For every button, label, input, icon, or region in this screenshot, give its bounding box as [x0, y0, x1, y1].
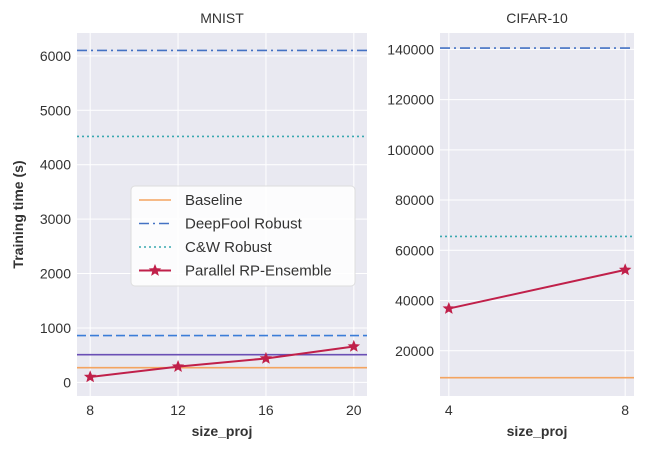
mnist-data-point — [171, 360, 185, 372]
mnist-y-tick-label: 4000 — [40, 157, 71, 173]
legend-star-marker — [148, 263, 162, 276]
mnist-data-point — [259, 351, 273, 364]
legend-label: Parallel RP-Ensemble — [185, 263, 332, 280]
mnist-y-tick-label: 0 — [63, 374, 71, 390]
legend-label: Baseline — [185, 192, 243, 209]
cifar10-y-tick-label: 20000 — [395, 343, 434, 359]
legend-box — [130, 185, 356, 287]
mnist-y-axis-label: Training time (s) — [10, 160, 26, 268]
mnist-series-line — [90, 345, 354, 378]
cifar10-x-tick-label: 4 — [445, 402, 453, 418]
cifar10-y-tick-label: 100000 — [387, 142, 434, 158]
mnist-x-tick-label: 20 — [346, 402, 362, 418]
mnist-y-tick-label: 1000 — [40, 320, 71, 336]
cifar10-y-tick-label: 40000 — [395, 293, 434, 309]
mnist-y-tick-label: 5000 — [40, 102, 71, 118]
cifar10-panel: 4 8 20000 40000 60000 80000 100000 120000 140000… — [387, 10, 634, 439]
cifar10-data-point — [442, 301, 456, 314]
cifar10-series-line — [448, 268, 626, 310]
mnist-y-tick-label: 3000 — [40, 211, 71, 227]
legend-label: C&W Robust — [185, 239, 273, 256]
cifar10-y-tick-label: 60000 — [395, 242, 434, 258]
mnist-data-point — [83, 370, 97, 383]
legend: Baseline DeepFool Robust C&W Robust Paralle… — [130, 185, 356, 287]
mnist-title: MNIST — [200, 10, 244, 26]
legend-label: DeepFool Robust — [185, 216, 303, 233]
cifar10-data-point — [618, 263, 632, 276]
cifar10-plot-area — [440, 33, 634, 396]
cifar10-x-axis-label: size_proj — [507, 423, 568, 439]
mnist-x-tick-label: 12 — [170, 402, 186, 418]
mnist-y-tick-label: 2000 — [40, 266, 71, 282]
mnist-x-tick-label: 16 — [258, 402, 274, 418]
mnist-x-tick-label: 8 — [86, 402, 94, 418]
cifar10-x-tick-label: 8 — [621, 402, 629, 418]
cifar10-y-tick-label: 120000 — [387, 92, 434, 108]
mnist-y-tick-label: 6000 — [40, 48, 71, 64]
cifar10-y-tick-label: 140000 — [387, 41, 434, 57]
mnist-x-axis-label: size_proj — [192, 423, 253, 439]
cifar10-y-tick-label: 80000 — [395, 192, 434, 208]
cifar10-title: CIFAR-10 — [506, 10, 568, 26]
mnist-data-point — [347, 339, 361, 352]
